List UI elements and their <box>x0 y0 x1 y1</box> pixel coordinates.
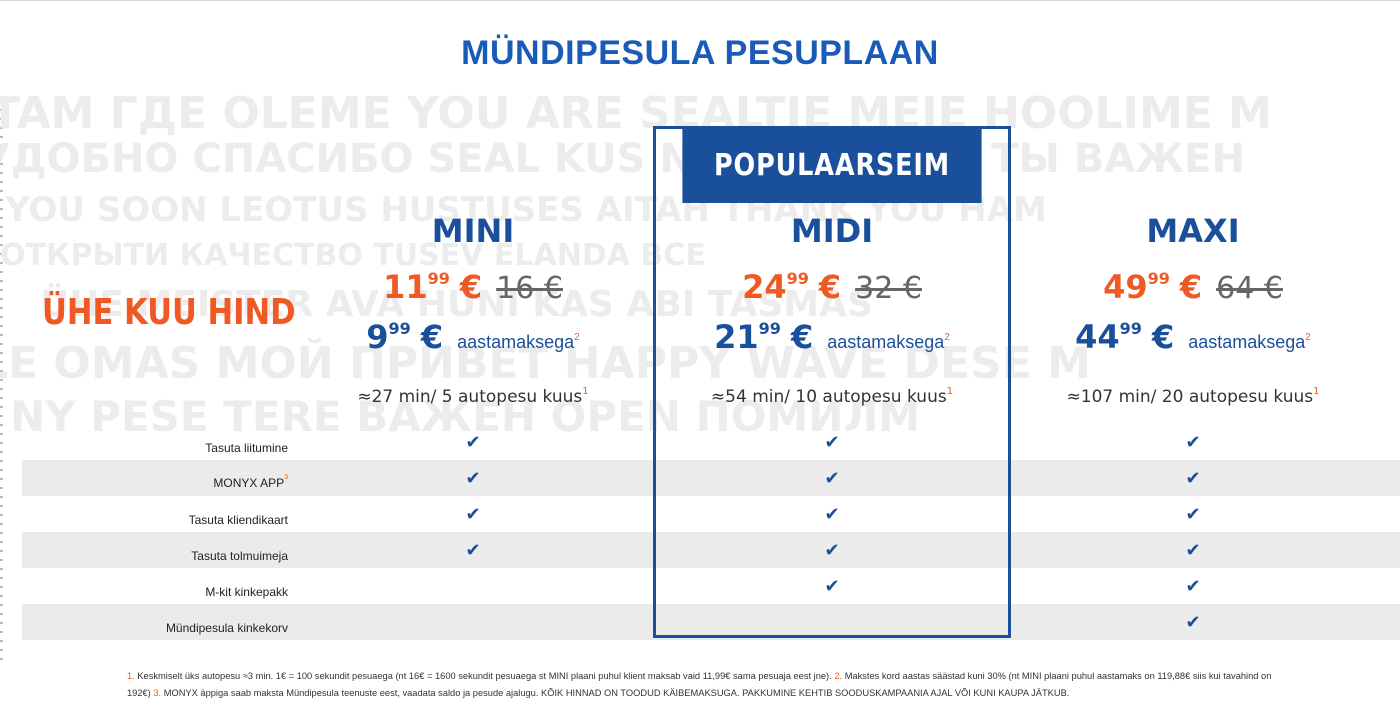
usage-info: ≈27 min/ 5 autopesu kuus1 <box>293 386 653 407</box>
check-icon: ✔ <box>1185 576 1201 596</box>
year-price-whole: 44 <box>1075 318 1120 356</box>
usage-info: ≈107 min/ 20 autopesu kuus1 <box>1013 386 1373 407</box>
plan-column-mini: MINI 1199 €16 € 999 € aastamaksega2 ≈27 min… <box>293 0 653 710</box>
feature-label-text: Tasuta liitumine <box>205 441 288 455</box>
monthly-price-heading: ÜHE KUU HIND <box>42 292 296 333</box>
year-price-cents: 99 <box>758 319 781 338</box>
check-icon: ✔ <box>465 504 481 524</box>
feature-label-text: Mündipesula kinkekorv <box>165 621 288 635</box>
check-icon: ✔ <box>1185 504 1201 524</box>
year-price-currency: € <box>420 318 444 356</box>
yearly-price: 2199 € aastamaksega2 <box>652 318 1012 356</box>
feature-label-text: MONYX APP <box>213 476 285 490</box>
monthly-price: 1199 €16 € <box>293 268 653 306</box>
usage-text: ≈54 min/ 10 autopesu kuus <box>710 387 947 407</box>
feature-label: Tasuta kliendikaart <box>38 496 288 532</box>
check-icon: ✔ <box>824 504 840 524</box>
footnote-text: Keskmiselt üks autopesu ≈3 min. 1€ = 100… <box>137 671 832 681</box>
monthly-price: 4999 €64 € <box>1013 268 1373 306</box>
old-price: 64 € <box>1216 271 1283 306</box>
footnote-text: Makstes kord aastas säästad kuni 30% (nt… <box>127 671 1272 698</box>
plan-column-midi: MIDI 2499 €32 € 2199 € aastamaksega2 ≈54 mi… <box>652 0 1012 710</box>
check-icon: ✔ <box>824 540 840 560</box>
price-currency: € <box>818 268 842 306</box>
price-whole: 49 <box>1103 268 1148 306</box>
price-cents: 99 <box>1147 269 1170 288</box>
plan-name: MIDI <box>790 212 874 250</box>
footnote-mark: 2 <box>1305 332 1311 343</box>
check-icon: ✔ <box>1185 612 1201 632</box>
feature-label-text: Tasuta tolmuimeja <box>191 549 288 563</box>
page-title: MÜNDIPESULA PESUPLAAN <box>461 34 939 72</box>
left-dotted-border <box>0 100 3 660</box>
footnote-number: 1. <box>127 671 135 681</box>
footnote-mark: 1 <box>1313 386 1320 397</box>
check-icon: ✔ <box>465 540 481 560</box>
price-currency: € <box>1179 268 1203 306</box>
yearly-price: 999 € aastamaksega2 <box>293 318 653 356</box>
feature-label: Mündipesula kinkekorv <box>38 604 288 640</box>
price-cents: 99 <box>786 269 809 288</box>
year-price-currency: € <box>790 318 814 356</box>
feature-label: MONYX APP3 <box>38 460 288 496</box>
footnote-mark: 1 <box>582 386 589 397</box>
yearly-label: aastamaksega <box>827 332 945 352</box>
footnote-mark: 2 <box>574 332 580 343</box>
check-icon: ✔ <box>1185 468 1201 488</box>
old-price: 32 € <box>855 271 922 306</box>
plan-column-maxi: MAXI 4999 €64 € 4499 € aastamaksega2 ≈107 m… <box>1013 0 1373 710</box>
footnote-mark: 3 <box>284 474 288 481</box>
year-price-whole: 9 <box>366 318 389 356</box>
feature-label: Tasuta liitumine <box>38 424 288 460</box>
year-price-currency: € <box>1151 318 1175 356</box>
year-price-whole: 21 <box>714 318 759 356</box>
plan-name: MAXI <box>1146 212 1240 250</box>
check-icon: ✔ <box>465 468 481 488</box>
price-whole: 24 <box>742 268 787 306</box>
yearly-label: aastamaksega <box>1188 332 1306 352</box>
feature-label: M-kit kinkepakk <box>38 568 288 604</box>
yearly-price: 4499 € aastamaksega2 <box>1013 318 1373 356</box>
feature-label-text: Tasuta kliendikaart <box>188 513 288 527</box>
footnote-text: MONYX äppiga saab maksta Mündipesula tee… <box>163 688 539 698</box>
popular-badge: POPULAARSEIM <box>682 129 982 203</box>
yearly-label: aastamaksega <box>457 332 575 352</box>
table-row-stripe <box>22 532 1400 568</box>
price-currency: € <box>459 268 483 306</box>
check-icon: ✔ <box>824 468 840 488</box>
check-icon: ✔ <box>1185 432 1201 452</box>
footnotes: 1. Keskmiselt üks autopesu ≈3 min. 1€ = … <box>127 668 1287 702</box>
feature-label-text: M-kit kinkepakk <box>205 585 288 599</box>
footnote-mark: 1 <box>946 386 954 397</box>
check-icon: ✔ <box>824 432 840 452</box>
top-divider <box>0 0 1400 1</box>
footnote-number: 3. <box>153 688 162 698</box>
table-row-stripe <box>22 604 1400 640</box>
popular-plan-highlight: POPULAARSEIM <box>653 126 1011 638</box>
usage-text: ≈107 min/ 20 autopesu kuus <box>1066 387 1314 407</box>
footnote-mark: 2 <box>944 332 950 343</box>
footnote-number: 2. <box>834 671 843 681</box>
check-icon: ✔ <box>1185 540 1201 560</box>
price-cents: 99 <box>427 269 450 288</box>
price-whole: 11 <box>383 268 428 306</box>
usage-info: ≈54 min/ 10 autopesu kuus1 <box>652 386 1012 407</box>
year-price-cents: 99 <box>1119 319 1142 338</box>
old-price: 16 € <box>496 271 563 306</box>
check-icon: ✔ <box>465 432 481 452</box>
table-row-stripe <box>22 460 1400 496</box>
year-price-cents: 99 <box>388 319 411 338</box>
usage-text: ≈27 min/ 5 autopesu kuus <box>357 387 583 407</box>
plan-name: MINI <box>431 212 515 250</box>
monthly-price: 2499 €32 € <box>652 268 1012 306</box>
check-icon: ✔ <box>824 576 840 596</box>
footnote-disclaimer: KÕIK HINNAD ON TOODUD KÄIBEMAKSUGA. PAKK… <box>541 688 1070 698</box>
feature-label: Tasuta tolmuimeja <box>38 532 288 568</box>
